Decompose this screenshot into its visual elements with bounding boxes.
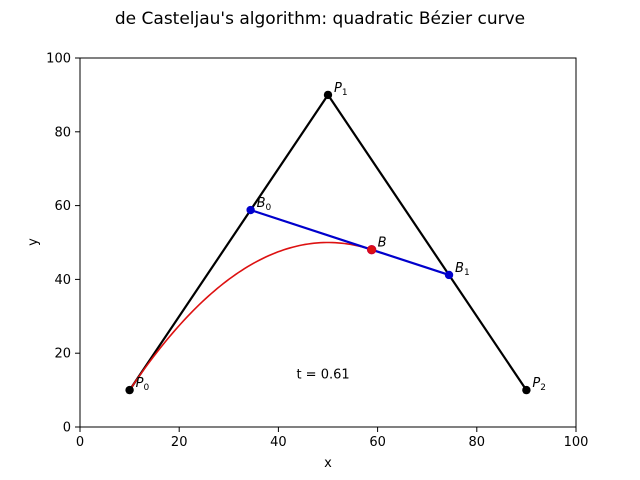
curve-point-b bbox=[366, 245, 377, 255]
control-point-label-p1: P1 bbox=[334, 81, 348, 98]
x-tick-label: 100 bbox=[564, 435, 589, 450]
bezier-curve-line bbox=[128, 241, 372, 391]
intermediate-point-label-b1: B1 bbox=[455, 261, 470, 278]
x-axis-label: x bbox=[324, 456, 332, 471]
y-axis-label: y bbox=[26, 238, 41, 246]
y-tick-label: 100 bbox=[46, 52, 71, 67]
control-point-p1 bbox=[323, 90, 333, 100]
intermediate-point-label-b0: B0 bbox=[257, 196, 272, 213]
x-tick-label: 20 bbox=[171, 435, 188, 450]
control-point-p2 bbox=[522, 385, 531, 395]
y-tick-label: 0 bbox=[63, 421, 71, 436]
y-tick-label: 40 bbox=[54, 273, 71, 288]
series-layer: P0 P1 P2 B0 B1 B bbox=[125, 81, 546, 395]
x-tick-label: 60 bbox=[369, 435, 386, 450]
t-annotation: t = 0.61 bbox=[296, 367, 349, 382]
x-tick-label: 80 bbox=[469, 435, 486, 450]
control-point-label-p2: P2 bbox=[532, 376, 546, 393]
intermediate-segment-line bbox=[250, 208, 450, 277]
chart-title: de Casteljau's algorithm: quadratic Bézi… bbox=[115, 9, 525, 29]
y-tick-label: 60 bbox=[54, 199, 71, 214]
control-point-p0 bbox=[125, 385, 134, 395]
x-axis: 0 20 40 60 80 100 bbox=[76, 427, 589, 450]
y-tick-label: 20 bbox=[54, 347, 71, 362]
curve-point-label-b: B bbox=[378, 236, 387, 251]
intermediate-point-b1 bbox=[444, 270, 454, 280]
intermediate-point-b0 bbox=[246, 205, 255, 215]
x-tick-label: 40 bbox=[270, 435, 287, 450]
y-axis: 0 20 40 60 80 100 bbox=[46, 52, 80, 436]
control-point-label-p0: P0 bbox=[136, 376, 150, 393]
x-tick-label: 0 bbox=[76, 435, 84, 450]
y-tick-label: 80 bbox=[54, 125, 71, 140]
